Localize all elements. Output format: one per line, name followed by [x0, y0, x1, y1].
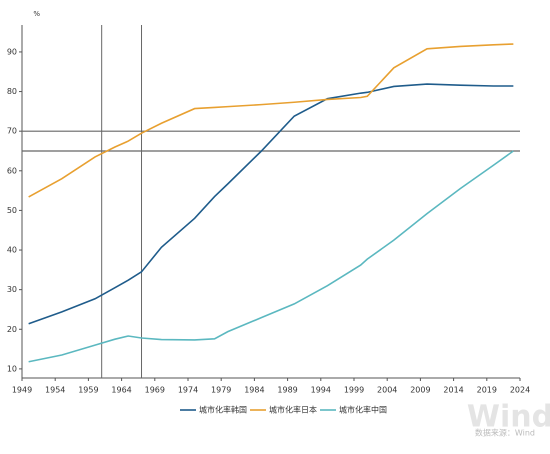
x-tick-label: 1994 — [311, 386, 331, 395]
x-tick-label: 1969 — [145, 386, 165, 395]
legend-label: 城市化率日本 — [269, 405, 317, 415]
y-tick-label: 80 — [7, 87, 17, 96]
y-tick-label: 10 — [7, 364, 17, 373]
source: 数据来源：Wind — [475, 428, 535, 438]
x-tick-label: 2009 — [410, 386, 430, 395]
legend-label: 城市化率韩国 — [199, 405, 247, 415]
x-tick-label: 1964 — [111, 386, 131, 395]
x-tick-label: 1999 — [344, 386, 364, 395]
legend-label: 城市化率中国 — [339, 405, 387, 415]
x-tick-label: 2024 — [510, 386, 530, 395]
x-tick-label: 1974 — [178, 386, 198, 395]
y-tick-label: 20 — [7, 325, 17, 334]
x-tick-label: 1949 — [12, 386, 32, 395]
x-tick-label: 1984 — [244, 386, 264, 395]
x-tick-label: 2004 — [377, 386, 397, 395]
x-tick-label: 1979 — [211, 386, 231, 395]
y-tick-label: 60 — [7, 166, 17, 175]
x-tick-label: 1989 — [277, 386, 297, 395]
x-tick-label: 1959 — [78, 386, 98, 395]
y-unit-label: % — [33, 10, 40, 18]
y-tick-label: 90 — [7, 47, 17, 56]
watermark: Wind — [467, 400, 550, 435]
y-tick-label: 70 — [7, 127, 17, 136]
series-line — [28, 150, 514, 363]
x-tick-label: 1954 — [45, 386, 65, 395]
series-line — [28, 43, 514, 198]
x-tick-label: 2019 — [477, 386, 497, 395]
x-tick-label: 2014 — [443, 386, 463, 395]
y-tick-label: 30 — [7, 285, 17, 294]
y-tick-label: 50 — [7, 206, 17, 215]
series-line — [28, 83, 514, 325]
y-tick-label: 40 — [7, 246, 17, 255]
